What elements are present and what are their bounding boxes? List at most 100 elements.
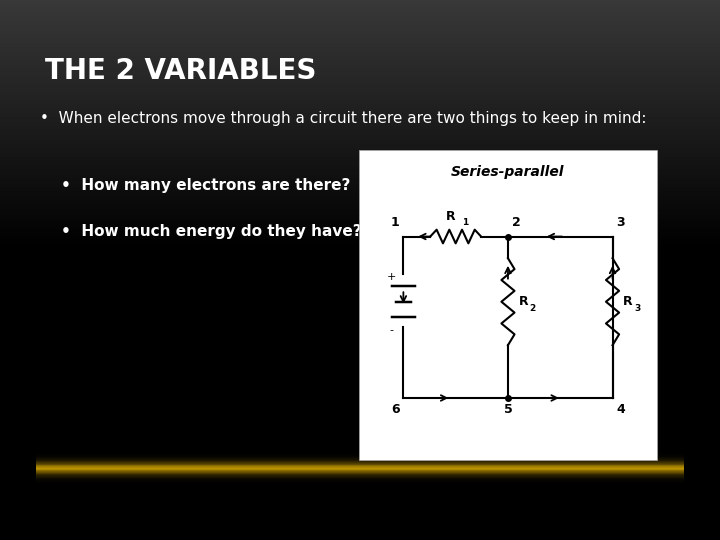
Bar [0, 535, 720, 536]
Bar [0, 285, 720, 286]
Bar [36, 449, 684, 487]
Bar [0, 396, 720, 398]
Bar [0, 220, 720, 221]
Bar [0, 212, 720, 214]
Bar [0, 466, 720, 468]
Bar [0, 49, 720, 50]
Bar [0, 515, 720, 517]
Bar [0, 533, 720, 535]
Bar [0, 174, 720, 177]
Bar [0, 401, 720, 403]
Text: Series-parallel: Series-parallel [451, 165, 564, 179]
Bar [0, 452, 720, 454]
Bar [0, 15, 720, 16]
Bar [0, 120, 720, 123]
Text: •  How much energy do they have?: • How much energy do they have? [61, 224, 362, 239]
Bar [0, 306, 720, 308]
Bar [0, 405, 720, 407]
Bar [0, 412, 720, 414]
Bar [0, 146, 720, 147]
Bar [0, 333, 720, 335]
Bar [0, 72, 720, 74]
Text: 1: 1 [391, 216, 400, 229]
Bar [0, 450, 720, 452]
Bar [0, 85, 720, 86]
Bar [0, 36, 720, 38]
Bar [0, 461, 720, 463]
Bar [36, 454, 684, 483]
Bar [0, 155, 720, 157]
Bar [0, 144, 720, 146]
Bar [0, 349, 720, 351]
Bar [0, 430, 720, 432]
Bar [36, 465, 684, 471]
Text: 3: 3 [634, 304, 640, 313]
Bar [0, 421, 720, 423]
Bar [0, 198, 720, 200]
Bar [0, 513, 720, 515]
Bar [0, 193, 720, 194]
Bar [0, 369, 720, 371]
Bar [0, 76, 720, 77]
Bar [0, 328, 720, 329]
Bar [0, 529, 720, 531]
Bar [0, 241, 720, 243]
Bar [36, 468, 684, 469]
Bar [0, 239, 720, 241]
Bar [0, 508, 720, 509]
Bar [0, 178, 720, 180]
Bar [0, 281, 720, 282]
Bar [0, 504, 720, 506]
Bar [0, 329, 720, 331]
Bar [0, 52, 720, 54]
Bar [0, 444, 720, 447]
Bar [0, 331, 720, 333]
Bar [0, 347, 720, 349]
Bar [0, 339, 720, 340]
Bar [0, 434, 720, 436]
Bar [0, 376, 720, 378]
Bar [0, 355, 720, 356]
Bar [0, 302, 720, 304]
Text: R: R [623, 295, 633, 308]
Text: •  How many electrons are there?: • How many electrons are there? [61, 178, 351, 193]
Bar [0, 96, 720, 97]
Bar [0, 358, 720, 360]
Bar [0, 272, 720, 274]
Bar [0, 335, 720, 336]
Bar [0, 12, 720, 15]
Bar [0, 58, 720, 59]
Bar [0, 162, 720, 164]
Bar [0, 69, 720, 70]
Bar [0, 277, 720, 279]
Bar [0, 245, 720, 247]
Text: 2: 2 [511, 216, 521, 229]
Bar [0, 200, 720, 201]
Bar [0, 270, 720, 272]
Bar [0, 531, 720, 533]
Bar [0, 495, 720, 497]
Bar [0, 147, 720, 150]
Bar [0, 324, 720, 326]
Bar [0, 236, 720, 238]
Bar [0, 131, 720, 133]
Bar [0, 317, 720, 319]
Bar [36, 455, 684, 482]
Bar [0, 274, 720, 275]
Text: •  When electrons move through a circuit there are two things to keep in mind:: • When electrons move through a circuit … [40, 111, 646, 126]
Bar [0, 441, 720, 443]
Bar [0, 493, 720, 495]
Bar [0, 255, 720, 258]
Bar [0, 164, 720, 166]
Bar [0, 221, 720, 223]
Bar [0, 403, 720, 405]
Bar [0, 93, 720, 96]
Bar [0, 74, 720, 76]
Bar [0, 23, 720, 25]
Bar [0, 196, 720, 198]
Text: 5: 5 [503, 403, 513, 416]
Bar [0, 18, 720, 20]
Bar [0, 479, 720, 481]
Bar [0, 133, 720, 135]
Bar [0, 209, 720, 211]
